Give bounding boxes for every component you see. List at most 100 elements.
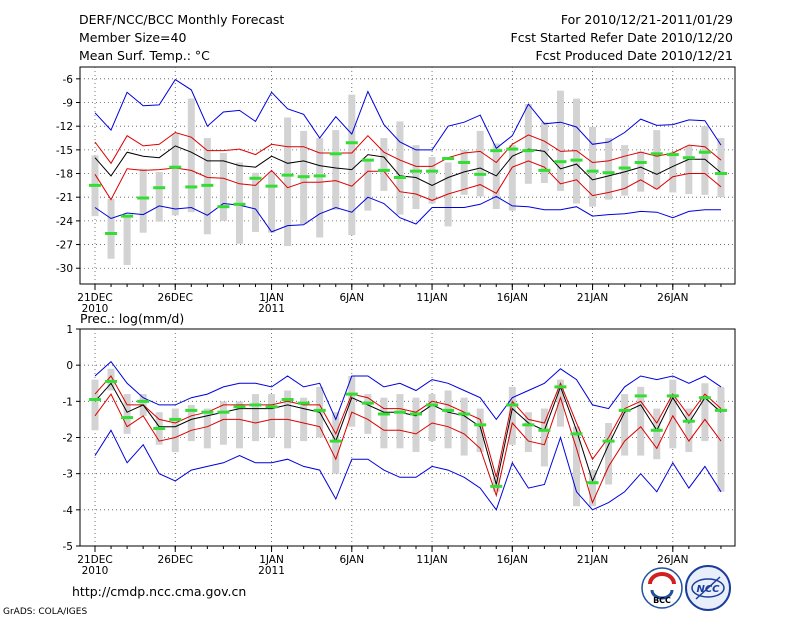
range-bar	[444, 390, 452, 449]
range-bar	[252, 394, 259, 442]
range-bar	[701, 126, 709, 195]
y-tick-label: -21	[56, 192, 73, 204]
range-bar	[717, 386, 725, 492]
range-bar	[107, 198, 115, 259]
series-line-spread-lower	[94, 393, 722, 505]
range-bar	[621, 145, 629, 196]
y-tick-label: -9	[63, 98, 73, 110]
bcc-logo-text: BCC	[653, 596, 671, 605]
range-bar	[685, 145, 693, 195]
range-bar	[653, 130, 661, 190]
variable-label: Mean Surf. Temp.: °C	[79, 48, 210, 63]
y-tick-label: -30	[56, 263, 73, 275]
range-bar	[508, 145, 516, 211]
y-tick-label: -12	[56, 121, 73, 133]
range-bar	[701, 383, 709, 442]
bcc-logo: BCC	[641, 567, 683, 609]
range-bar	[508, 386, 516, 445]
range-bar	[669, 152, 677, 193]
range-bar	[589, 470, 597, 507]
forecast-produced-date: Fcst Produced Date 2010/12/21	[535, 48, 733, 63]
range-bar	[412, 397, 420, 452]
range-bar	[637, 151, 645, 192]
range-bar	[396, 394, 404, 449]
range-bar	[621, 394, 629, 456]
x-tick-year: 2010	[82, 565, 109, 577]
range-bar	[171, 133, 179, 216]
range-bar	[476, 408, 484, 452]
y-tick-label: -6	[63, 74, 74, 86]
x-tick-label: 16JAN	[497, 554, 528, 566]
x-tick-label: 21JAN	[577, 554, 608, 566]
range-bar	[91, 379, 99, 431]
series-line-spread-upper	[94, 131, 722, 167]
range-bar	[268, 171, 276, 233]
x-tick-year: 2011	[258, 303, 285, 315]
range-bar	[524, 104, 532, 184]
grads-credit: GrADS: COLA/IGES	[3, 607, 87, 617]
x-tick-label: 26JAN	[657, 292, 688, 304]
x-tick-label: 16JAN	[497, 292, 528, 304]
range-bar	[669, 379, 677, 449]
range-bar	[524, 412, 532, 452]
range-bar	[268, 394, 276, 438]
range-bar	[348, 376, 356, 427]
series-line-mean	[94, 145, 722, 186]
range-bar	[589, 126, 597, 207]
range-bar	[556, 90, 564, 191]
range-bar	[155, 171, 163, 222]
series-line-min	[94, 195, 721, 233]
series-line-spread-lower	[94, 160, 722, 201]
range-bar	[428, 156, 436, 204]
y-tick-label: -3	[63, 469, 73, 481]
range-bar	[637, 386, 645, 456]
range-bar	[123, 215, 131, 266]
x-tick-label: 26JAN	[657, 554, 688, 566]
x-tick-label: 1JAN	[259, 554, 284, 566]
x-tick-label: 11JAN	[416, 292, 447, 304]
series-line-spread-upper	[94, 375, 722, 478]
ncc-logo: NCC	[685, 565, 731, 611]
range-bar	[540, 408, 548, 467]
member-size-label: Member Size=40	[79, 30, 186, 45]
figure-title: DERF/NCC/BCC Monthly Forecast	[79, 12, 284, 27]
x-tick-label: 21DEC	[77, 292, 112, 304]
range-bar	[187, 98, 195, 213]
y-tick-label: -4	[63, 505, 74, 517]
series-line-mean	[94, 382, 722, 485]
series-line-max	[94, 78, 722, 151]
range-bar	[380, 138, 388, 191]
range-bar	[252, 172, 259, 232]
forecast-started-date: Fcst Started Refer Date 2010/12/20	[511, 30, 734, 45]
range-bar	[123, 394, 131, 434]
source-url[interactable]: http://cmdp.ncc.cma.gov.cn	[72, 584, 246, 599]
range-bar	[717, 138, 725, 198]
x-tick-label: 26DEC	[158, 292, 193, 304]
range-bar	[685, 408, 693, 452]
x-tick-label: 6JAN	[339, 554, 364, 566]
x-tick-label: 26DEC	[158, 554, 193, 566]
x-tick-label: 1JAN	[259, 292, 284, 304]
range-bar	[653, 408, 661, 460]
y-tick-label: -18	[56, 169, 73, 181]
y-tick-label: -24	[56, 216, 73, 228]
x-tick-label: 11JAN	[416, 554, 447, 566]
x-tick-label: 6JAN	[339, 292, 364, 304]
y-tick-label: -2	[63, 433, 73, 445]
range-bar	[364, 160, 372, 211]
y-tick-label: -5	[63, 541, 73, 553]
x-tick-label: 21DEC	[77, 554, 112, 566]
range-bar	[139, 168, 147, 233]
y-tick-label: -15	[56, 145, 73, 157]
range-bar	[348, 94, 356, 236]
range-bar	[476, 130, 484, 197]
series-line-max	[94, 360, 722, 421]
y-tick-label: -1	[63, 396, 73, 408]
y-tick-label: 0	[66, 360, 73, 372]
x-tick-year: 2011	[258, 565, 285, 577]
range-bar	[219, 401, 227, 445]
range-bar	[380, 397, 388, 449]
